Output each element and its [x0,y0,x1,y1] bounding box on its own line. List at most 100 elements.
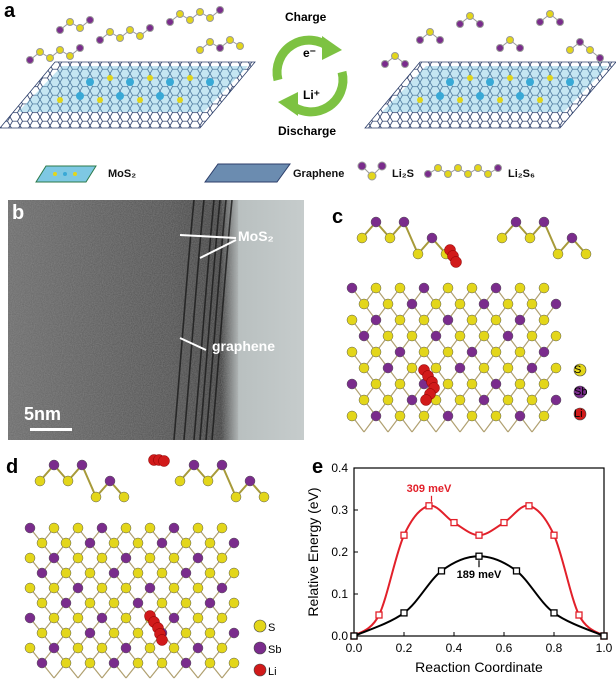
lattice-atom [228,597,240,609]
lattice-atom [466,410,478,422]
lattice-atom [370,314,382,326]
lattice-atom [144,582,156,594]
panel-a-letter: a [4,0,16,22]
lattice-atom [84,627,96,639]
lattice-atom [228,627,240,639]
lattice-atom [346,346,358,358]
lattice-atom [526,330,538,342]
lattice-atom [156,597,168,609]
lattice-atom [466,346,478,358]
lattice-atom [192,642,204,654]
lattice-atom [132,537,144,549]
lattice-atom [84,567,96,579]
lattice-atom [430,298,442,310]
lattice-atom [406,330,418,342]
discharge-label: Discharge [278,124,337,138]
lattice-atom [84,657,96,669]
data-point [400,609,408,617]
lattice-atom [538,314,550,326]
legend-c-li: Li [574,408,583,420]
lattice-atom [478,298,490,310]
lattice-atom [180,627,192,639]
lattice-atom [490,378,502,390]
mos2-atoms-right [417,75,574,103]
legend-dot [253,663,267,677]
data-point [475,531,483,539]
x-tick-label: 1.0 [596,641,613,655]
legend-dot [573,385,587,399]
lattice-atom [24,642,36,654]
lattice-atom [394,314,406,326]
lattice-atom [108,657,120,669]
lattice-atom [514,378,526,390]
lattice-atom [454,298,466,310]
x-tick-label: 0.8 [546,641,563,655]
lattice-atom [72,612,84,624]
series-line [353,555,605,637]
lattice-atom [502,362,514,374]
li2s6-chains-left [26,6,244,64]
y-tick-label: 0.3 [331,503,348,517]
lattice-atom [550,298,562,310]
lattice-atom [466,314,478,326]
lattice-atom [60,537,72,549]
x-tick-label: 0.4 [446,641,463,655]
lattice-atom [526,362,538,374]
lattice-atom [394,346,406,358]
data-point [512,567,521,575]
lattice-atom [442,378,454,390]
lattice-atom [550,394,562,406]
lattice-atom [216,582,228,594]
lattice-atom [120,612,132,624]
structure-legend [573,363,587,421]
legend-graphene: Graphene [293,168,345,180]
lattice-atom [430,362,442,374]
lattice-atom [120,552,132,564]
legend-li2s: Li₂S [392,168,414,180]
scale-bar [30,428,72,431]
lattice-atom [36,627,48,639]
lattice-atom [48,552,60,564]
lattice-atom [370,410,382,422]
x-tick-label: 0.6 [496,641,513,655]
legend-dot [253,641,267,655]
lattice-atom [478,362,490,374]
data-point [600,632,608,640]
lattice-atom [502,298,514,310]
legend-c-s: S [574,364,582,376]
lattice-atom [382,298,394,310]
lattice-atom [418,410,430,422]
legend-d-li: Li [268,666,277,678]
lattice-atom [108,627,120,639]
lattice-atom [370,282,382,294]
lattice-atom [228,567,240,579]
surface-chain [174,459,270,503]
lattice-atom [48,612,60,624]
lattice-atom [96,522,108,534]
lattice-atom [406,298,418,310]
legend-mos2: MoS₂ [108,168,137,180]
lattice-atom [538,282,550,294]
lattice-atom [228,657,240,669]
lattice-atom [84,537,96,549]
lattice-atom [490,410,502,422]
li2s6-legend-icon [424,164,502,178]
data-point [550,531,558,539]
lattice-atom [442,410,454,422]
lattice-atom [24,612,36,624]
lattice-atom [418,282,430,294]
lattice-atom [192,522,204,534]
lattice-atom [144,642,156,654]
li-ion-label: Li⁺ [303,88,320,102]
lattice-atom [96,642,108,654]
lattice-atom [168,522,180,534]
lattice-atom [466,282,478,294]
lattice-atom [96,612,108,624]
panel-a-illustration [0,6,616,129]
tem-image [8,200,304,440]
lattice-atom [346,410,358,422]
li2s-legend-icon [357,161,387,181]
lattice-atom [478,330,490,342]
annotation-309: 309 meV [407,483,452,495]
lattice-atom [406,394,418,406]
